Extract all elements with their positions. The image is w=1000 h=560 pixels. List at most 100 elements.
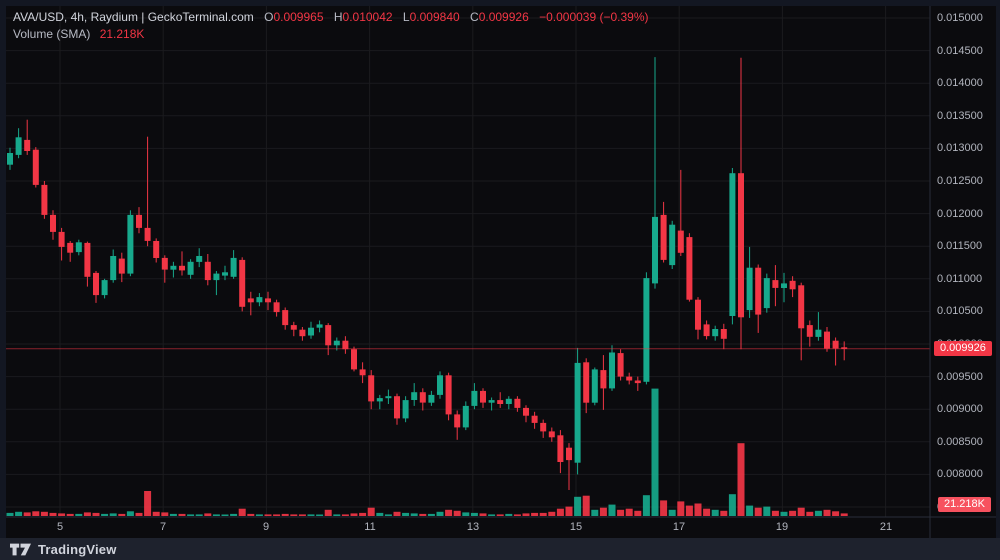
- volume-bar[interactable]: [427, 513, 435, 516]
- candle[interactable]: [566, 443, 572, 490]
- candle[interactable]: [67, 241, 74, 262]
- volume-bar[interactable]: [307, 514, 315, 516]
- candle[interactable]: [144, 136, 151, 247]
- volume-bar[interactable]: [823, 509, 831, 516]
- candle[interactable]: [196, 248, 203, 268]
- volume-bar[interactable]: [522, 513, 530, 516]
- candle[interactable]: [480, 388, 486, 408]
- volume-bar[interactable]: [556, 508, 564, 516]
- candle[interactable]: [437, 371, 443, 399]
- volume-bar[interactable]: [651, 388, 659, 516]
- volume-bar[interactable]: [75, 513, 83, 516]
- volume-bar[interactable]: [574, 496, 582, 516]
- volume-bar[interactable]: [402, 512, 410, 516]
- candle[interactable]: [591, 367, 598, 406]
- volume-bar[interactable]: [367, 507, 375, 516]
- volume-bar[interactable]: [101, 513, 109, 516]
- volume-bar[interactable]: [212, 514, 220, 516]
- candle[interactable]: [497, 392, 504, 408]
- candle[interactable]: [643, 272, 650, 385]
- volume-bar[interactable]: [565, 506, 573, 516]
- volume-bar[interactable]: [436, 511, 444, 516]
- volume-bar[interactable]: [505, 513, 513, 516]
- volume-bar[interactable]: [49, 512, 57, 516]
- volume-bar[interactable]: [264, 514, 272, 516]
- candle[interactable]: [686, 233, 693, 302]
- candle[interactable]: [471, 383, 478, 410]
- candle[interactable]: [342, 336, 349, 354]
- volume-bar[interactable]: [591, 509, 599, 516]
- candle[interactable]: [738, 57, 744, 350]
- candle[interactable]: [600, 355, 607, 410]
- volume-bar[interactable]: [419, 513, 427, 516]
- volume-bar[interactable]: [247, 513, 255, 516]
- candle[interactable]: [316, 320, 323, 333]
- volume-bar[interactable]: [255, 514, 263, 516]
- volume-bar[interactable]: [703, 508, 711, 516]
- candle[interactable]: [746, 246, 753, 318]
- volume-bar[interactable]: [711, 509, 719, 516]
- volume-bar[interactable]: [281, 513, 289, 516]
- candle[interactable]: [376, 394, 383, 410]
- volume-bar[interactable]: [324, 509, 332, 516]
- candle[interactable]: [703, 320, 710, 340]
- volume-bar[interactable]: [350, 513, 358, 516]
- volume-bar[interactable]: [668, 509, 676, 516]
- volume-bar[interactable]: [333, 514, 341, 516]
- volume-bar[interactable]: [488, 514, 496, 516]
- volume-bar[interactable]: [204, 513, 212, 516]
- candle[interactable]: [531, 411, 538, 429]
- candle[interactable]: [359, 362, 366, 384]
- candle[interactable]: [677, 169, 684, 256]
- candle[interactable]: [282, 307, 289, 330]
- candle[interactable]: [652, 57, 658, 289]
- volume-bar[interactable]: [453, 510, 461, 516]
- candle[interactable]: [204, 254, 211, 286]
- candle[interactable]: [75, 239, 82, 256]
- volume-bar[interactable]: [195, 514, 203, 516]
- volume-bar[interactable]: [58, 513, 66, 516]
- volume-bar[interactable]: [187, 514, 195, 516]
- candle[interactable]: [24, 119, 31, 155]
- volume-bar[interactable]: [771, 510, 779, 516]
- volume-bar[interactable]: [737, 443, 745, 516]
- candle[interactable]: [118, 252, 125, 283]
- candle[interactable]: [824, 327, 830, 352]
- volume-bar[interactable]: [341, 514, 349, 516]
- candle[interactable]: [428, 390, 435, 406]
- volume-bar[interactable]: [780, 511, 788, 516]
- candle[interactable]: [230, 250, 237, 279]
- candle[interactable]: [609, 345, 615, 391]
- candle[interactable]: [161, 255, 168, 283]
- candle[interactable]: [557, 430, 564, 474]
- volume-bar[interactable]: [531, 512, 539, 516]
- candle[interactable]: [815, 312, 822, 341]
- candle[interactable]: [411, 383, 418, 406]
- candle[interactable]: [445, 372, 452, 421]
- volume-bar[interactable]: [479, 513, 487, 516]
- candle[interactable]: [626, 372, 633, 385]
- candle[interactable]: [789, 276, 796, 298]
- candle[interactable]: [514, 396, 521, 412]
- volume-bar[interactable]: [135, 512, 143, 516]
- volume-bar[interactable]: [470, 512, 478, 516]
- candle[interactable]: [574, 347, 581, 475]
- candle[interactable]: [755, 264, 762, 333]
- candle[interactable]: [368, 370, 375, 410]
- volume-bar[interactable]: [384, 514, 392, 516]
- candle[interactable]: [712, 325, 719, 341]
- volume-bar[interactable]: [178, 513, 186, 516]
- candle[interactable]: [127, 210, 134, 277]
- volume-bar[interactable]: [496, 514, 504, 516]
- volume-bar[interactable]: [840, 513, 848, 516]
- volume-bar[interactable]: [694, 503, 702, 517]
- volume-bar[interactable]: [273, 514, 281, 516]
- candle[interactable]: [256, 293, 263, 307]
- candle[interactable]: [720, 323, 727, 350]
- volume-bar[interactable]: [728, 494, 736, 516]
- volume-bar[interactable]: [832, 511, 840, 516]
- volume-bar[interactable]: [298, 514, 306, 516]
- candle[interactable]: [136, 207, 142, 234]
- volume-bar[interactable]: [754, 507, 762, 516]
- volume-bar[interactable]: [814, 510, 822, 516]
